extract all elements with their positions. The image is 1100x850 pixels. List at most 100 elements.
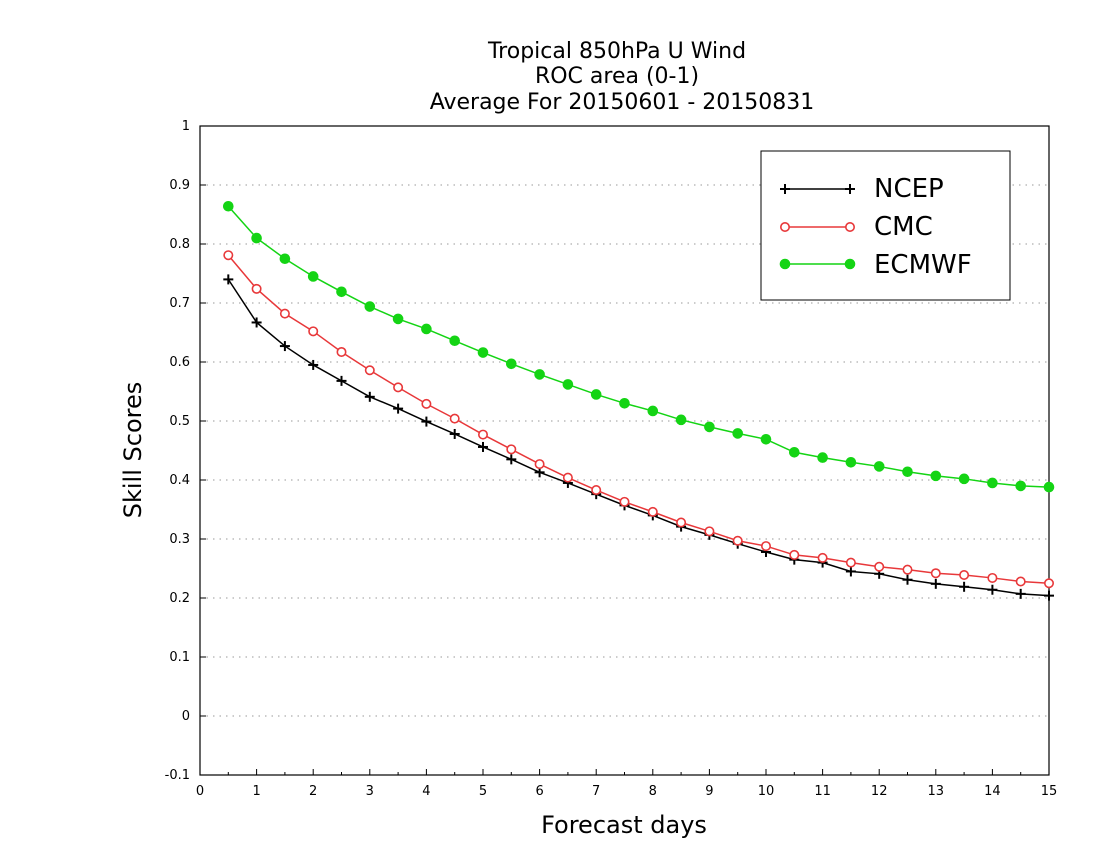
y-tick-label: 0 <box>182 709 190 724</box>
data-point-ncep <box>902 574 913 585</box>
legend-marker-ecmwf <box>844 258 856 270</box>
data-point-cmc <box>1015 576 1026 587</box>
data-point-cmc <box>477 429 488 440</box>
data-point-ecmwf <box>307 271 319 282</box>
data-point-cmc <box>251 283 262 294</box>
y-tick-label: 0.5 <box>169 414 190 429</box>
data-point-ecmwf <box>1015 480 1027 492</box>
data-point-cmc <box>789 549 800 560</box>
y-tick-label: 0.8 <box>169 237 190 252</box>
x-tick-label: 6 <box>535 784 543 799</box>
data-point-ecmwf <box>421 323 432 335</box>
legend: NCEP CMC ECMWF <box>760 150 1011 301</box>
data-point-ncep <box>449 428 460 439</box>
data-point-ecmwf <box>590 389 602 400</box>
x-tick-label: 10 <box>758 784 775 799</box>
y-tick-label: -0.1 <box>165 768 190 783</box>
data-point-ecmwf <box>1043 481 1055 493</box>
data-point-cmc <box>336 346 347 357</box>
x-tick-label: 1 <box>252 784 260 799</box>
series-cmc <box>223 250 1055 589</box>
legend-label-ecmwf: ECMWF <box>874 250 972 280</box>
x-tick-label: 0 <box>196 784 204 799</box>
data-point-ncep <box>1044 590 1054 601</box>
data-point-cmc <box>534 459 545 470</box>
data-point-ecmwf <box>675 414 687 426</box>
data-point-ecmwf <box>392 313 404 325</box>
data-point-ecmwf <box>902 466 913 478</box>
data-point-ncep <box>251 317 262 328</box>
x-tick-label: 8 <box>649 784 657 799</box>
data-point-cmc <box>506 444 517 455</box>
data-point-ecmwf <box>619 398 630 409</box>
data-point-cmc <box>845 557 856 568</box>
data-point-cmc <box>930 568 941 579</box>
legend-swatches <box>779 184 856 270</box>
y-axis-title: Skill Scores <box>119 382 147 519</box>
legend-label-ncep: NCEP <box>874 174 944 204</box>
data-point-ecmwf <box>647 405 659 417</box>
data-point-cmc <box>817 552 828 563</box>
legend-marker-ncep <box>845 184 855 194</box>
data-point-ncep <box>364 391 375 402</box>
legend-marker-ecmwf <box>779 258 791 270</box>
data-point-cmc <box>1044 578 1055 589</box>
legend-marker-cmc <box>779 222 790 233</box>
data-point-ecmwf <box>987 477 998 489</box>
data-point-ncep <box>421 416 432 427</box>
data-point-ecmwf <box>817 452 828 463</box>
legend-marker-ncep <box>780 184 790 194</box>
data-point-cmc <box>704 526 715 537</box>
data-point-ecmwf <box>562 379 574 390</box>
y-tick-label: 0.4 <box>169 473 190 488</box>
data-point-cmc <box>421 398 432 409</box>
data-point-cmc <box>732 535 743 546</box>
y-tick-label: 0.9 <box>169 178 190 193</box>
x-tick-label: 3 <box>366 784 374 799</box>
plot-frame <box>199 125 1050 776</box>
data-point-ecmwf <box>223 200 234 212</box>
x-tick-label: 9 <box>705 784 713 799</box>
data-point-cmc <box>279 308 290 319</box>
data-point-cmc <box>223 250 234 261</box>
data-point-ecmwf <box>279 253 291 265</box>
data-point-ncep <box>959 581 970 592</box>
chart-title-line-2: ROC area (0-1) <box>535 64 699 89</box>
data-point-cmc <box>959 569 970 580</box>
y-tick-label: 0.2 <box>169 591 190 606</box>
data-point-cmc <box>449 413 460 424</box>
data-point-ecmwf <box>336 286 347 298</box>
x-tick-label: 14 <box>984 784 1001 799</box>
data-point-cmc <box>676 517 687 528</box>
x-tick-label: 15 <box>1041 784 1058 799</box>
chart-title-line-1: Tropical 850hPa U Wind <box>487 39 746 64</box>
y-tick-label: 1 <box>182 119 190 134</box>
data-point-cmc <box>364 365 375 376</box>
data-point-ncep <box>478 441 488 452</box>
data-point-ecmwf <box>873 461 885 472</box>
data-point-cmc <box>619 496 630 507</box>
data-point-ncep <box>845 566 856 577</box>
data-point-ecmwf <box>477 347 489 358</box>
data-point-ncep <box>987 584 998 595</box>
data-point-ncep <box>336 375 347 386</box>
data-point-ncep <box>279 341 290 352</box>
data-point-ecmwf <box>449 335 461 347</box>
data-point-ncep <box>1015 588 1026 599</box>
data-point-cmc <box>562 472 573 483</box>
x-axis-title: Forecast days <box>541 811 707 839</box>
legend-box <box>760 150 1011 301</box>
data-point-ecmwf <box>364 301 376 312</box>
data-point-ncep <box>930 578 941 589</box>
data-point-ecmwf <box>251 232 262 244</box>
data-point-ecmwf <box>732 428 744 439</box>
data-point-ecmwf <box>534 369 545 380</box>
series-ecmwf <box>223 200 1055 493</box>
data-point-ncep <box>223 274 234 285</box>
data-point-cmc <box>902 564 913 575</box>
data-point-cmc <box>987 572 998 583</box>
legend-label-cmc: CMC <box>874 212 933 242</box>
x-tick-label: 13 <box>928 784 945 799</box>
